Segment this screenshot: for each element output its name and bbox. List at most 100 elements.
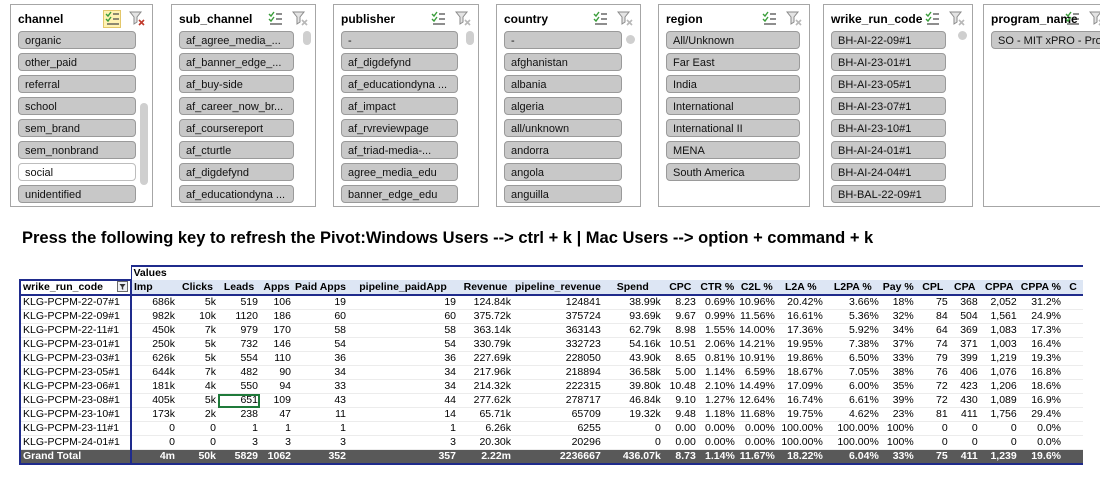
table-cell[interactable] — [1063, 309, 1083, 324]
table-cell[interactable]: 64 — [915, 323, 950, 338]
table-cell[interactable] — [1063, 407, 1083, 422]
row-label[interactable]: KLG-PCPM-22-11#1 — [19, 323, 132, 338]
table-cell[interactable]: 19.3% — [1018, 351, 1063, 366]
slicer-item[interactable]: Far East — [666, 53, 800, 71]
table-cell[interactable]: 7k — [177, 365, 218, 380]
table-cell[interactable]: 16.8% — [1018, 365, 1063, 380]
table-cell[interactable] — [1063, 295, 1083, 310]
slicer-item[interactable]: - — [504, 31, 622, 49]
column-header[interactable]: C2L % — [736, 280, 777, 296]
table-cell[interactable]: 277.62k — [458, 393, 513, 408]
table-cell[interactable]: 979 — [218, 323, 260, 338]
table-cell[interactable]: 17.09% — [776, 379, 825, 394]
table-cell[interactable]: 35% — [880, 379, 916, 394]
multi-select-icon[interactable] — [760, 10, 778, 28]
slicer-item[interactable]: referral — [18, 75, 136, 93]
table-cell[interactable]: 106 — [260, 295, 293, 310]
column-header[interactable]: Revenue — [458, 280, 513, 296]
table-cell[interactable]: 1,206 — [979, 379, 1019, 394]
table-cell[interactable]: 19.95% — [776, 337, 825, 352]
table-cell[interactable]: 0.00 — [662, 421, 698, 436]
column-header[interactable]: CTR % — [697, 280, 737, 296]
table-cell[interactable]: 405k — [131, 393, 177, 408]
column-header[interactable]: L2A % — [776, 280, 825, 296]
table-cell[interactable]: 0 — [602, 435, 663, 450]
slicer-scrollbar[interactable] — [958, 31, 967, 40]
table-cell[interactable]: 39% — [880, 393, 916, 408]
table-cell[interactable]: 4k — [177, 379, 218, 394]
slicer-item[interactable]: albania — [504, 75, 622, 93]
table-cell[interactable]: 1 — [260, 421, 293, 436]
table-cell[interactable]: 43.90k — [602, 351, 663, 366]
table-cell[interactable]: 58 — [348, 323, 458, 338]
table-cell[interactable]: 17.3% — [1018, 323, 1063, 338]
table-cell[interactable]: 32% — [880, 309, 916, 324]
table-cell[interactable]: 732 — [218, 337, 260, 352]
table-cell[interactable]: 18% — [880, 295, 916, 310]
column-header[interactable]: Leads — [218, 280, 260, 296]
clear-filter-icon[interactable] — [454, 10, 473, 28]
table-cell[interactable]: 5k — [177, 337, 218, 352]
table-cell[interactable]: 44 — [348, 393, 458, 408]
table-cell[interactable]: 19.86% — [776, 351, 825, 366]
slicer-item[interactable]: All/Unknown — [666, 31, 800, 49]
table-cell[interactable]: 6.61% — [824, 393, 881, 408]
slicer-item[interactable]: af_agree_media_... — [179, 31, 294, 49]
slicer-item[interactable]: BH-AI-24-04#1 — [831, 163, 946, 181]
table-cell[interactable] — [1063, 337, 1083, 352]
table-cell[interactable]: 0.0% — [1018, 435, 1063, 450]
table-cell[interactable]: 2236667 — [513, 449, 603, 465]
slicer-item[interactable]: BH-AI-22-09#1 — [831, 31, 946, 49]
table-cell[interactable]: 330.79k — [458, 337, 513, 352]
table-cell[interactable]: 34% — [880, 323, 916, 338]
slicer-item[interactable]: BH-AI-23-07#1 — [831, 97, 946, 115]
table-cell[interactable]: 519 — [218, 295, 260, 310]
table-cell[interactable]: 60 — [293, 309, 348, 324]
column-header[interactable]: Imp — [131, 280, 177, 296]
table-cell[interactable]: 0 — [131, 421, 177, 436]
table-cell[interactable]: 3 — [260, 435, 293, 450]
multi-select-icon[interactable] — [266, 10, 284, 28]
table-cell[interactable]: 1 — [218, 421, 260, 436]
table-cell[interactable]: 146 — [260, 337, 293, 352]
table-cell[interactable] — [1063, 393, 1083, 408]
table-cell[interactable]: 411 — [949, 407, 980, 422]
table-cell[interactable]: 1.27% — [697, 393, 737, 408]
slicer-scrollbar[interactable] — [140, 103, 148, 185]
table-cell[interactable]: 23% — [880, 407, 916, 422]
table-cell[interactable]: 54.16k — [602, 337, 663, 352]
table-cell[interactable]: 2k — [177, 407, 218, 422]
table-cell[interactable]: 1,239 — [979, 449, 1019, 465]
table-cell[interactable]: 450k — [131, 323, 177, 338]
table-cell[interactable]: 357 — [348, 449, 458, 465]
table-cell[interactable]: 29.4% — [1018, 407, 1063, 422]
clear-filter-icon[interactable] — [616, 10, 635, 28]
table-cell[interactable]: 2,052 — [979, 295, 1019, 310]
multi-select-icon[interactable] — [923, 10, 941, 28]
table-cell[interactable]: 6.50% — [824, 351, 881, 366]
slicer-item[interactable]: BH-AI-23-05#1 — [831, 75, 946, 93]
table-cell[interactable]: 217.96k — [458, 365, 513, 380]
multi-select-icon[interactable] — [429, 10, 447, 28]
table-cell[interactable]: 79 — [915, 351, 950, 366]
slicer-item[interactable]: school — [18, 97, 136, 115]
slicer-item[interactable]: unidentified — [18, 185, 136, 203]
table-cell[interactable]: 363.14k — [458, 323, 513, 338]
slicer-item[interactable]: South America — [666, 163, 800, 181]
table-cell[interactable]: 1,756 — [979, 407, 1019, 422]
table-cell[interactable]: 218894 — [513, 365, 603, 380]
table-cell[interactable]: 1 — [348, 421, 458, 436]
table-cell[interactable]: 33% — [880, 351, 916, 366]
table-cell[interactable]: 181k — [131, 379, 177, 394]
table-cell[interactable]: 170 — [260, 323, 293, 338]
table-cell[interactable]: 626k — [131, 351, 177, 366]
table-cell[interactable]: 6.04% — [824, 449, 881, 465]
table-cell[interactable]: 58 — [293, 323, 348, 338]
slicer-item[interactable]: organic — [18, 31, 136, 49]
table-cell[interactable]: 2.10% — [697, 379, 737, 394]
slicer-item[interactable]: - — [341, 31, 458, 49]
slicer-item[interactable]: India — [666, 75, 800, 93]
table-cell[interactable]: 222315 — [513, 379, 603, 394]
table-cell[interactable]: 10.51 — [662, 337, 698, 352]
table-cell[interactable]: 1120 — [218, 309, 260, 324]
